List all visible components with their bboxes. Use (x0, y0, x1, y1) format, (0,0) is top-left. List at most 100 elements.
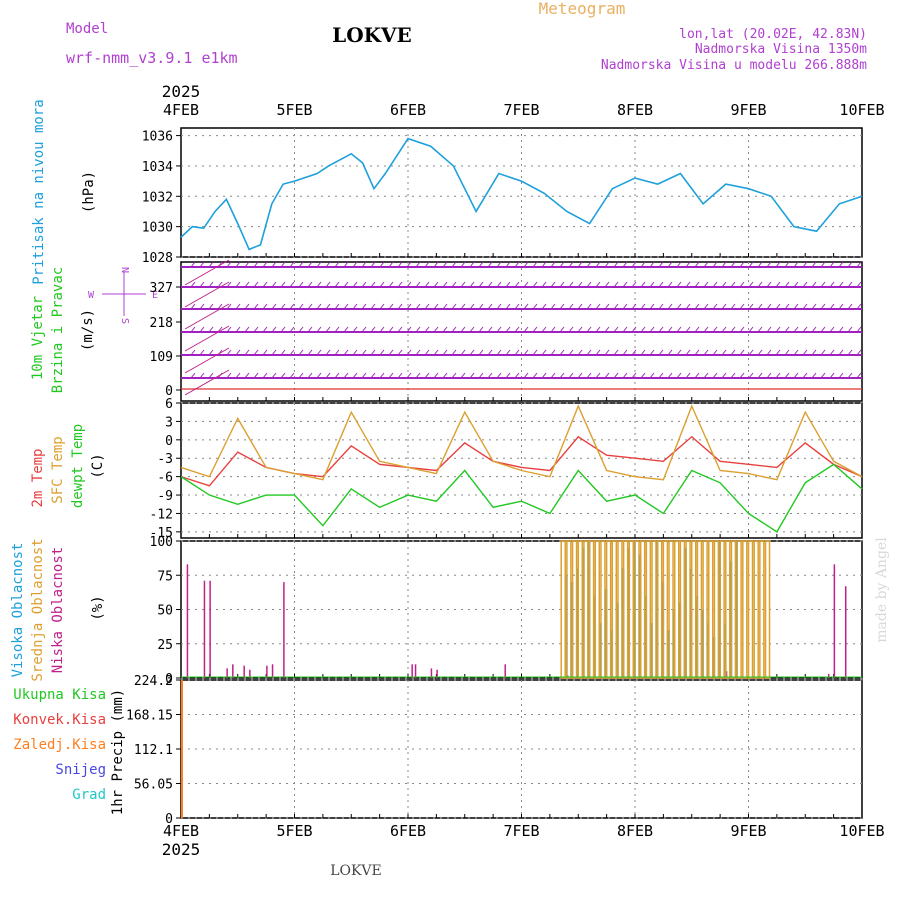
wind-barb (586, 372, 592, 379)
low-cloud-bar (411, 664, 413, 678)
high-cloud-bar (604, 588, 608, 678)
ytick-label-precip: 168.15 (126, 709, 173, 724)
wind-barb (820, 349, 826, 356)
wind-barb (505, 261, 511, 268)
wind-barb (811, 261, 817, 268)
mid-cloud-bar (656, 540, 663, 679)
wind-barb (559, 303, 565, 310)
wind-barb (649, 303, 655, 310)
wind-barb (685, 372, 691, 379)
wind-barb (262, 326, 268, 333)
wind-barb (613, 303, 619, 310)
wind-barb (811, 326, 817, 333)
wind-barb (244, 372, 250, 379)
wind-barb (379, 261, 385, 268)
cloud-label-mid: Srednja Oblacnost (30, 538, 46, 681)
ytick-label-wind: 218 (150, 316, 173, 331)
wind-barb (820, 372, 826, 379)
wind-barb (415, 281, 421, 288)
ytick-label-cloud: 100 (150, 535, 173, 550)
wind-barb (271, 326, 277, 333)
wind-barb (334, 372, 340, 379)
compass-e: E (152, 290, 158, 301)
wind-barb (478, 281, 484, 288)
wind-barb (487, 349, 493, 356)
wind-barb (559, 349, 565, 356)
wind-barb (199, 372, 205, 379)
wind-barb (433, 326, 439, 333)
wind-barb (415, 372, 421, 379)
wind-barb (739, 281, 745, 288)
wind-barb (487, 281, 493, 288)
year-bottom: 2025 (162, 840, 201, 859)
low-cloud-bar (226, 668, 228, 678)
wind-barb (433, 303, 439, 310)
ytick-label-cloud: 25 (157, 638, 173, 653)
wind-barb (613, 281, 619, 288)
wind-barb (595, 349, 601, 356)
wind-barb (640, 281, 646, 288)
x-label-bottom: 4FEB (163, 822, 199, 840)
x-label-top: 5FEB (276, 101, 312, 119)
wind-barb (550, 349, 556, 356)
wind-barb (460, 372, 466, 379)
dewpt-line (180, 463, 863, 533)
wind-barb (208, 372, 214, 379)
wind-barb (199, 303, 205, 310)
x-label-top: 4FEB (163, 101, 199, 119)
wind-barb (523, 303, 529, 310)
ytick-label-precip: 224.2 (134, 674, 173, 689)
wind-barb (838, 372, 844, 379)
model-label: Model (66, 21, 108, 37)
ytick-label-pressure: 1030 (142, 221, 173, 236)
wind-barb (415, 261, 421, 268)
temp-label-2m: 2m Temp (30, 448, 46, 507)
wind-barb (460, 326, 466, 333)
mid-cloud-bar (696, 540, 703, 679)
wind-barb (469, 281, 475, 288)
wind-barb (244, 349, 250, 356)
wind-barb (523, 326, 529, 333)
mid-cloud-bar (747, 540, 754, 679)
wind-barb (604, 261, 610, 268)
wind-barb (784, 261, 790, 268)
wind-barb (748, 349, 754, 356)
wind-barb (415, 326, 421, 333)
wind-arrow (184, 325, 230, 352)
wind-barb (469, 261, 475, 268)
wind-barb (856, 372, 862, 379)
wind-barb (343, 326, 349, 333)
compass-n: N (119, 267, 130, 273)
wind-barb (550, 372, 556, 379)
high-cloud-bar (575, 568, 579, 678)
ytick-label-temp: 0 (165, 434, 173, 449)
wind-barb (442, 261, 448, 268)
ytick-label-pressure: 1036 (142, 130, 173, 145)
footer-station: LOKVE (330, 863, 382, 879)
wind-barb (694, 349, 700, 356)
wind-barb (829, 303, 835, 310)
precip-label-konvek: Konvek.Kisa (13, 712, 106, 728)
wind-barb (478, 372, 484, 379)
wind-barb (568, 326, 574, 333)
wind-barb (316, 303, 322, 310)
wind-barb (703, 303, 709, 310)
wind-barb (694, 261, 700, 268)
wind-barb (541, 372, 547, 379)
wind-barb (469, 372, 475, 379)
wind-barb (199, 281, 205, 288)
mid-cloud-bar (634, 540, 640, 679)
wind-barb (667, 303, 673, 310)
wind-barb (379, 372, 385, 379)
wind-barb (676, 303, 682, 310)
wind-barb (424, 349, 430, 356)
credit-text: made by Angel (874, 537, 890, 643)
wind-barb (271, 261, 277, 268)
wind-barb (451, 349, 457, 356)
compass-w: W (88, 290, 95, 301)
wind-barb (226, 281, 232, 288)
wind-barb (640, 349, 646, 356)
wind-barb (802, 303, 808, 310)
wind-barb (550, 326, 556, 333)
wind-barb (307, 303, 313, 310)
